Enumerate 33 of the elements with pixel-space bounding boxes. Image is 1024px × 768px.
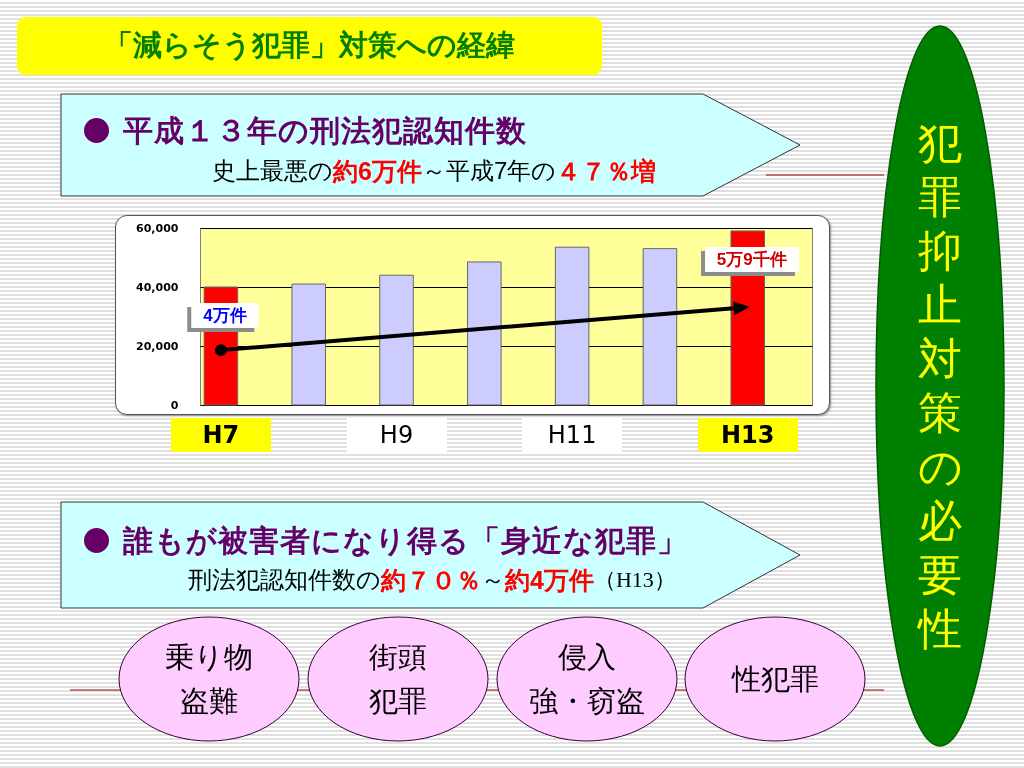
x-tick-label: H11 [547,420,597,449]
bar [642,248,678,406]
bar [554,246,590,406]
text: 刑法犯認知件数の [188,565,381,595]
text: 性犯罪 [731,662,819,697]
bar [291,283,326,406]
text: 約７０％ [381,564,481,596]
bar [467,261,502,406]
text: 侵入強・窃盗 [529,640,645,719]
annotation: 5万9千件 [716,249,787,269]
chart-title: 「減らそう犯罪」対策への経緯 [104,28,515,63]
text: 犯罪抑止対策の必要性 [917,118,963,653]
y-tick-label: 0 [170,398,179,412]
text: 約4万件 [505,564,594,596]
x-tick-label: H13 [720,420,775,449]
text: 平成１３年の刑法犯認知件数 [123,112,527,149]
text: 街頭犯罪 [369,640,427,719]
y-tick-label: 60,000 [136,221,179,235]
text: ４７％増 [556,155,657,187]
text: ～平成7年の [421,156,557,186]
text: 誰もが被害者になり得る「身近な犯罪」 [123,522,688,559]
text: ～ [481,565,505,595]
annotation: 4万件 [203,306,247,325]
bar [379,274,414,406]
text: 史上最悪の [212,156,333,186]
y-tick-label: 40,000 [136,280,179,294]
x-tick-label: H7 [202,420,240,449]
rounded-box: 「減らそう犯罪」対策への経緯 [17,17,602,75]
x-tick-label: H9 [379,420,414,449]
text: （H13） [593,566,676,592]
text: 約6万件 [333,155,422,187]
y-tick-label: 20,000 [136,339,179,353]
text: 乗り物盗難 [165,640,253,719]
